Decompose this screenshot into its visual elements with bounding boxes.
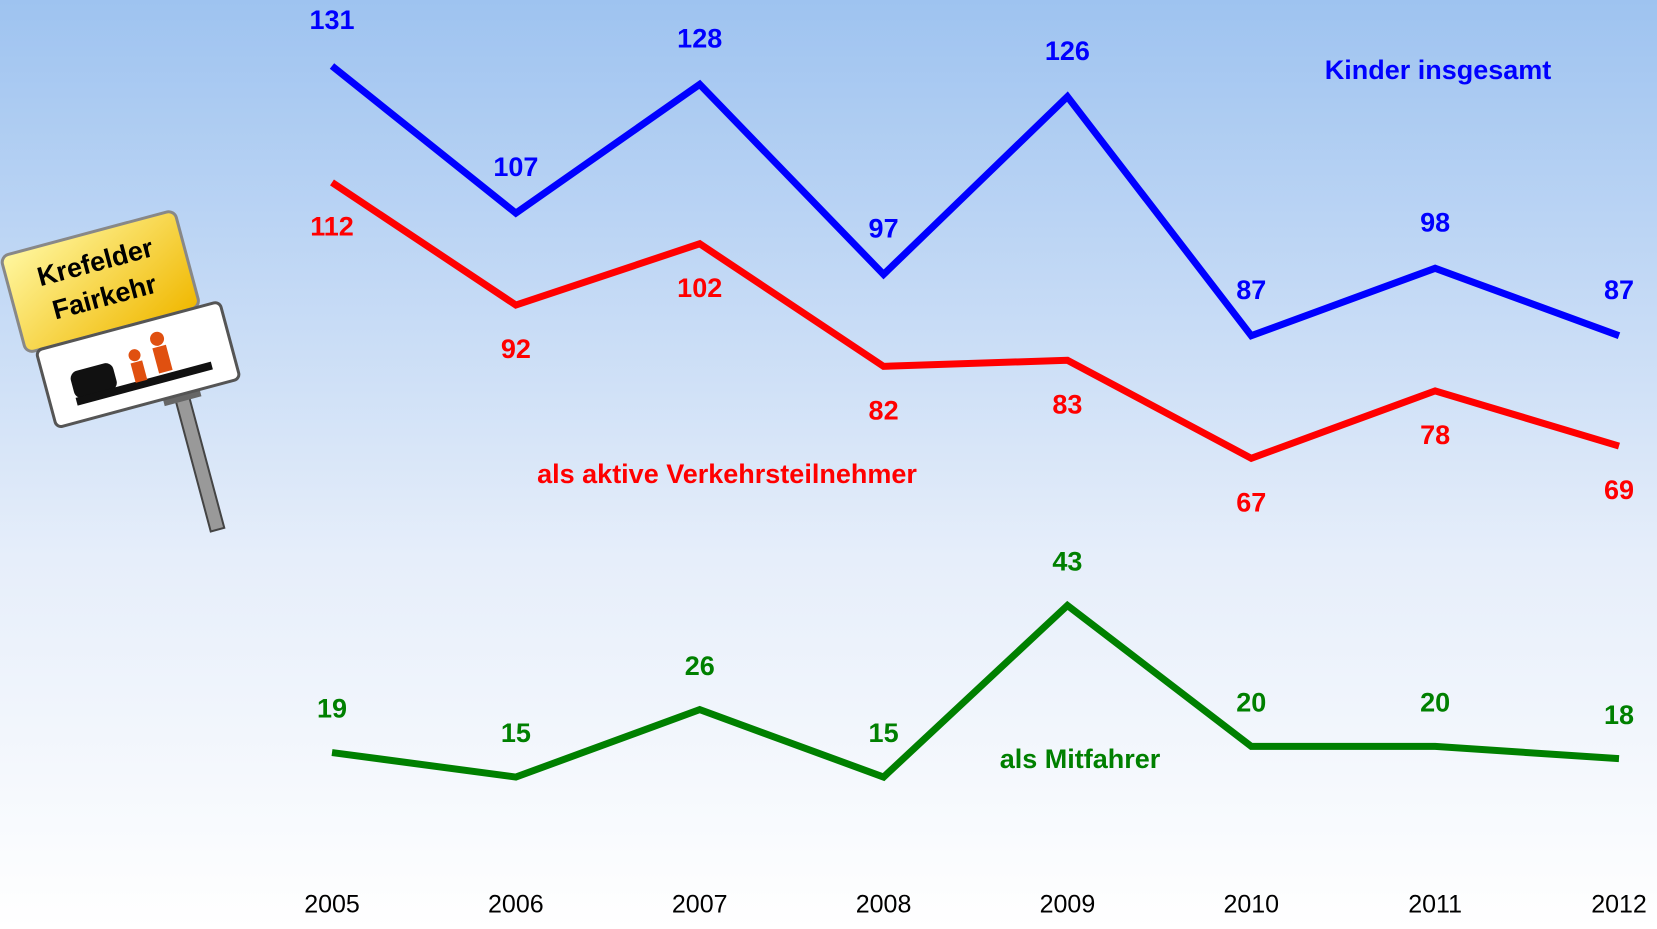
data-label: 26 <box>685 651 715 681</box>
data-label: 19 <box>317 694 347 724</box>
series-label: Kinder insgesamt <box>1325 55 1552 85</box>
sign-child <box>128 349 141 362</box>
series-line <box>330 179 1621 463</box>
x-tick-label: 2011 <box>1408 891 1462 919</box>
x-tick-label: 2007 <box>672 891 728 919</box>
data-label: 43 <box>1052 547 1082 577</box>
data-label: 82 <box>869 395 899 425</box>
data-label: 83 <box>1052 389 1082 419</box>
x-tick-label: 2009 <box>1040 891 1096 919</box>
data-label: 112 <box>310 212 354 242</box>
data-label: 15 <box>501 718 531 748</box>
x-tick-label: 2008 <box>856 891 912 919</box>
sign-child <box>150 331 165 346</box>
x-tick-label: 2005 <box>304 891 360 919</box>
data-label: 128 <box>677 24 722 54</box>
series-line <box>329 63 1621 340</box>
data-label: 107 <box>493 152 538 182</box>
data-label: 67 <box>1236 487 1266 517</box>
sign-child <box>152 344 173 374</box>
data-label: 87 <box>1236 275 1266 305</box>
data-label: 98 <box>1420 207 1450 237</box>
x-tick-label: 2010 <box>1223 891 1279 919</box>
data-label: 69 <box>1604 475 1634 505</box>
x-tick-label: 2012 <box>1591 891 1647 919</box>
data-label: 102 <box>677 273 722 303</box>
data-label: 18 <box>1604 700 1634 730</box>
sign-child <box>130 360 148 383</box>
data-label: 20 <box>1236 688 1266 718</box>
x-tick-label: 2006 <box>488 891 544 919</box>
data-label: 78 <box>1420 420 1450 450</box>
data-label: 97 <box>869 214 899 244</box>
sign-car <box>70 363 117 399</box>
data-label: 92 <box>501 334 531 364</box>
data-label: 131 <box>309 5 354 35</box>
logo-sign: Krefelder Fairkehr <box>0 210 241 533</box>
data-label: 87 <box>1604 275 1634 305</box>
series-label: als aktive Verkehrsteilnehmer <box>537 459 917 489</box>
series-label: als Mitfahrer <box>1000 744 1161 774</box>
sign-kerb <box>75 361 213 406</box>
series-line <box>331 600 1620 782</box>
data-label: 126 <box>1045 36 1090 66</box>
data-label: 15 <box>869 718 899 748</box>
data-label: 20 <box>1420 688 1450 718</box>
